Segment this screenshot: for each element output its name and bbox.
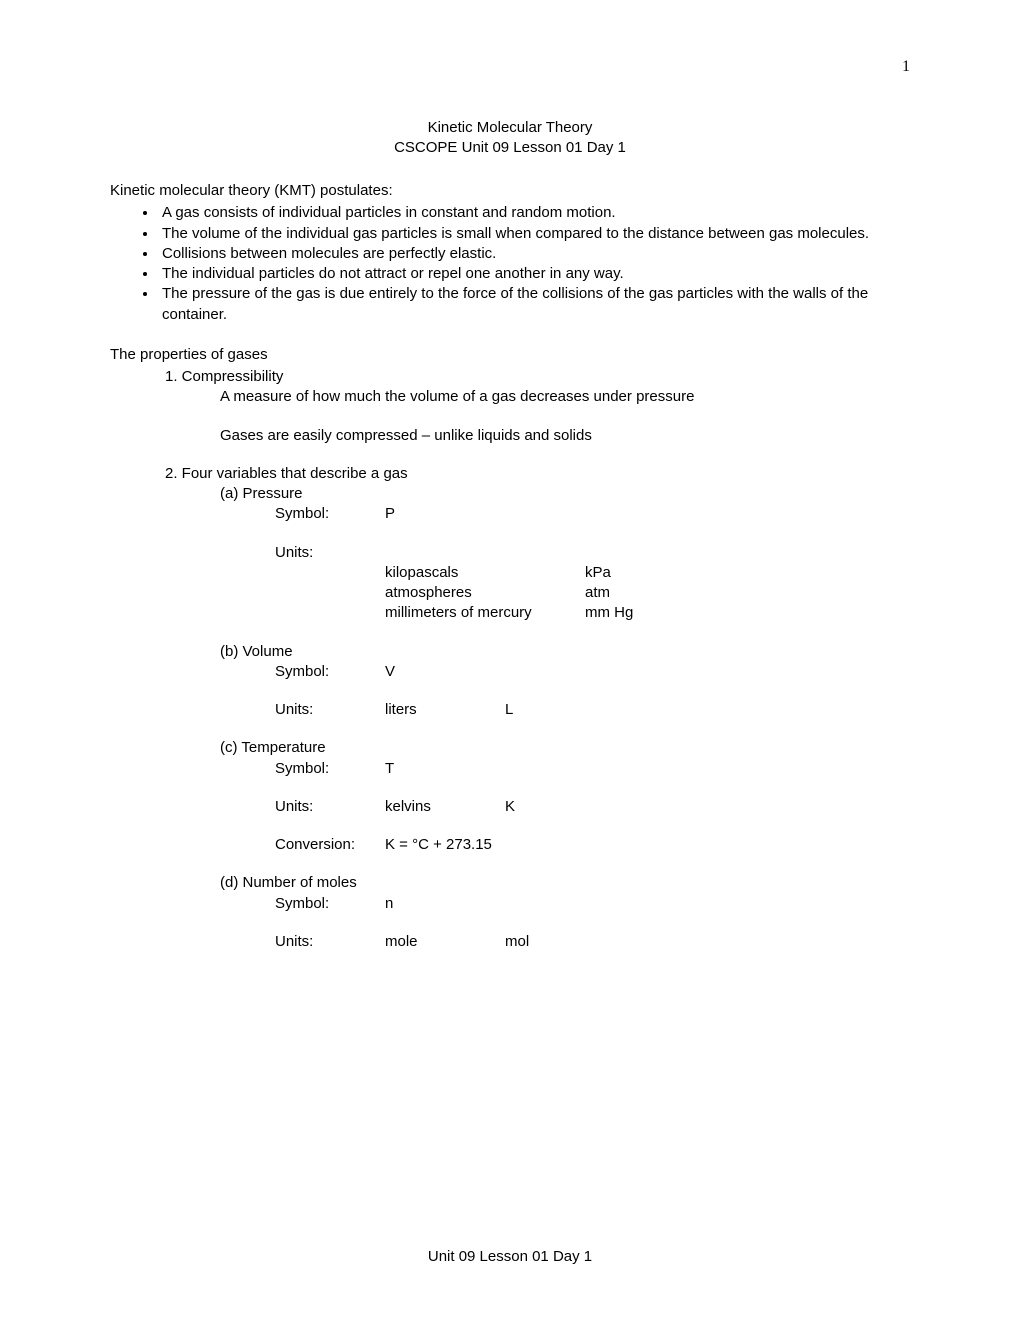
page: 1 Kinetic Molecular Theory CSCOPE Unit 0… [0,0,1020,992]
temperature-units-row: Units: kelvins K [275,797,910,817]
unit-abbr: atm [585,583,665,603]
temperature-symbol: T [385,759,394,779]
units-label: Units: [275,543,385,563]
conversion-label: Conversion: [275,835,385,855]
unit-abbr: L [505,700,513,720]
compressibility-label: 1. Compressibility [165,367,910,387]
body: Kinetic molecular theory (KMT) postulate… [110,181,910,952]
footer: Unit 09 Lesson 01 Day 1 [0,1248,1020,1265]
compressibility-desc: A measure of how much the volume of a ga… [220,387,910,407]
moles-symbol-row: Symbol: n [275,894,910,914]
volume-symbol-row: Symbol: V [275,662,910,682]
pressure-units-label-row: Units: [275,543,910,563]
compressibility-note: Gases are easily compressed – unlike liq… [220,426,910,446]
volume-label: (b) Volume [220,642,910,662]
symbol-label: Symbol: [275,894,385,914]
list-item: The pressure of the gas is due entirely … [158,284,910,325]
volume-symbol: V [385,662,395,682]
list-item: A gas consists of individual particles i… [158,203,910,223]
unit-abbr: mol [505,932,529,952]
moles-symbol: n [385,894,393,914]
unit-abbr: kPa [585,563,665,583]
volume-units-row: Units: liters L [275,700,910,720]
list-item: Collisions between molecules are perfect… [158,244,910,264]
symbol-label: Symbol: [275,759,385,779]
intro-text: Kinetic molecular theory (KMT) postulate… [110,181,910,201]
unit-name: mole [385,932,505,952]
moles-label: (d) Number of moles [220,873,910,893]
unit-name: millimeters of mercury [385,603,585,623]
temperature-label: (c) Temperature [220,738,910,758]
symbol-label: Symbol: [275,504,385,524]
pressure-symbol: P [385,504,395,524]
temperature-conversion-row: Conversion: K = °C + 273.15 [275,835,910,855]
temperature-symbol-row: Symbol: T [275,759,910,779]
list-item: The individual particles do not attract … [158,264,910,284]
unit-abbr: mm Hg [585,603,665,623]
properties-header: The properties of gases [110,345,910,365]
page-number: 1 [902,58,910,76]
pressure-unit-row: atmospheres atm [275,583,910,603]
pressure-symbol-row: Symbol: P [275,504,910,524]
units-label: Units: [275,700,385,720]
unit-name: kelvins [385,797,505,817]
conversion-formula: K = °C + 273.15 [385,835,492,855]
unit-name: liters [385,700,505,720]
title-line-2: CSCOPE Unit 09 Lesson 01 Day 1 [110,138,910,158]
moles-units-row: Units: mole mol [275,932,910,952]
title-block: Kinetic Molecular Theory CSCOPE Unit 09 … [110,118,910,157]
units-label: Units: [275,797,385,817]
unit-name: kilopascals [385,563,585,583]
unit-name: atmospheres [385,583,585,603]
title-line-1: Kinetic Molecular Theory [110,118,910,138]
postulate-list: A gas consists of individual particles i… [158,203,910,325]
units-label: Units: [275,932,385,952]
unit-abbr: K [505,797,515,817]
variables-header: 2. Four variables that describe a gas [165,464,910,484]
symbol-label: Symbol: [275,662,385,682]
list-item: The volume of the individual gas particl… [158,224,910,244]
pressure-unit-row: millimeters of mercury mm Hg [275,603,910,623]
pressure-label: (a) Pressure [220,484,910,504]
pressure-unit-row: kilopascals kPa [275,563,910,583]
